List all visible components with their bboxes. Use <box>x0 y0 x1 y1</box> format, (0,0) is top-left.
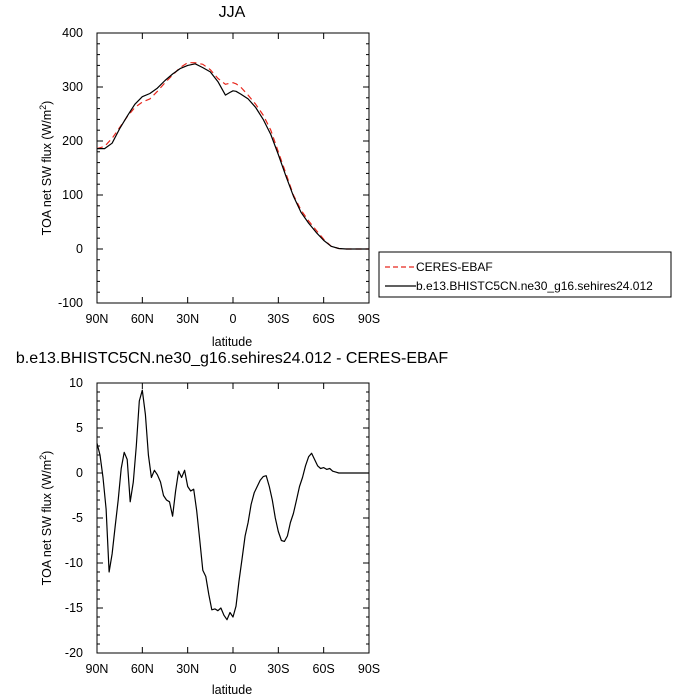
x-axis-label: latitude <box>212 335 252 349</box>
series-lines <box>96 62 369 250</box>
plot-frame <box>96 32 370 304</box>
chart-title: JJA <box>219 4 246 21</box>
x-tick-label: 60N <box>131 312 154 326</box>
chart-title: b.e13.BHISTC5CN.ne30_g16.sehires24.012 -… <box>16 350 448 367</box>
legend-entry-ceres: CERES-EBAF <box>385 260 493 274</box>
x-tick-label: 90N <box>86 312 109 326</box>
legend-entry-model: b.e13.BHISTC5CN.ne30_g16.sehires24.012 <box>385 279 653 293</box>
y-tick-label: 0 <box>76 466 83 480</box>
x-tick-label: 60S <box>313 662 335 676</box>
y-tick-label: 0 <box>76 242 83 256</box>
panel-top: JJA 90N 60N 30N 0 30S 60S 90S -100 0 100 200 300 40… <box>38 4 672 349</box>
x-tick-label: 0 <box>230 662 237 676</box>
y-tick-label: -5 <box>72 511 83 525</box>
legend-label-ceres: CERES-EBAF <box>416 260 493 274</box>
x-tick-label: 0 <box>230 312 237 326</box>
y-ticks: -20 -15 -10 -5 0 5 10 <box>65 376 369 660</box>
y-tick-label: 100 <box>62 188 83 202</box>
y-tick-label: -15 <box>65 601 83 615</box>
y-axis-label: TOA net SW flux (W/m2) <box>38 451 54 586</box>
x-ticks: 90N 60N 30N 0 30S 60S 90S <box>86 33 380 326</box>
y-ticks: -100 0 100 200 300 400 <box>58 26 369 310</box>
panel-bottom: b.e13.BHISTC5CN.ne30_g16.sehires24.012 -… <box>16 350 448 697</box>
y-tick-label: 5 <box>76 421 83 435</box>
legend-label-model: b.e13.BHISTC5CN.ne30_g16.sehires24.012 <box>416 279 653 293</box>
series-line-0 <box>96 62 369 250</box>
y-tick-label: 400 <box>62 26 83 40</box>
x-tick-label: 30N <box>176 312 199 326</box>
x-ticks: 90N 60N 30N 0 30S 60S 90S <box>86 383 380 676</box>
legend-box <box>378 251 672 298</box>
x-tick-label: 30N <box>176 662 199 676</box>
y-tick-label: 200 <box>62 134 83 148</box>
y-tick-label: -10 <box>65 556 83 570</box>
x-tick-label: 90N <box>86 662 109 676</box>
series-lines <box>96 389 369 621</box>
series-line-0 <box>96 389 369 621</box>
y-tick-label: 300 <box>62 80 83 94</box>
x-tick-label: 30S <box>267 662 289 676</box>
y-tick-label: -100 <box>58 296 83 310</box>
x-tick-label: 30S <box>267 312 289 326</box>
x-tick-label: 60S <box>313 312 335 326</box>
y-axis-label: TOA net SW flux (W/m2) <box>38 101 54 236</box>
series-line-1 <box>97 63 369 250</box>
x-tick-label: 60N <box>131 662 154 676</box>
y-tick-label: 10 <box>69 376 83 390</box>
x-axis-label: latitude <box>212 683 252 697</box>
x-tick-label: 90S <box>358 312 380 326</box>
y-tick-label: -20 <box>65 646 83 660</box>
legend: CERES-EBAF b.e13.BHISTC5CN.ne30_g16.sehi… <box>378 251 672 298</box>
x-tick-label: 90S <box>358 662 380 676</box>
